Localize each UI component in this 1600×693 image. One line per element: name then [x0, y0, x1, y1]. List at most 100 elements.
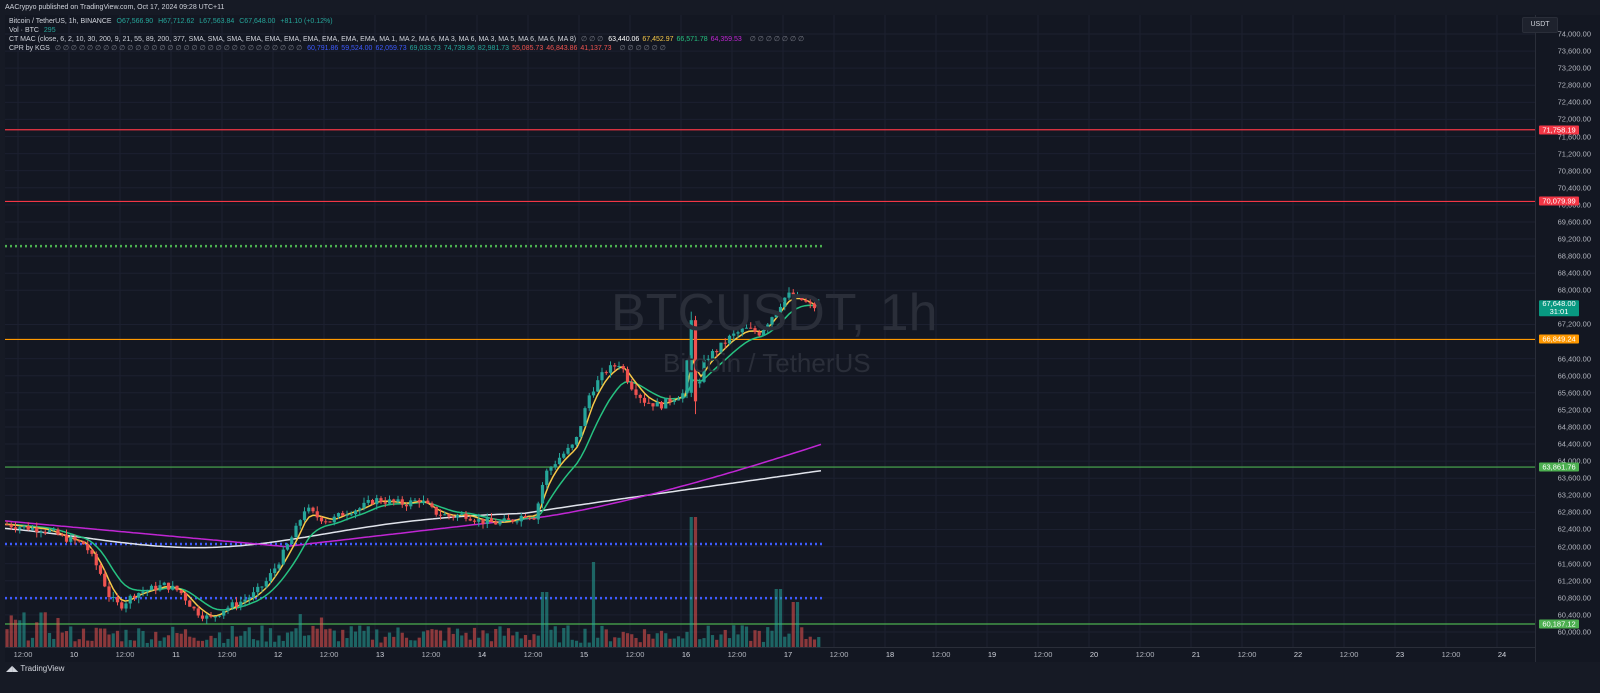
volume-bar — [264, 641, 268, 647]
candle-body — [179, 590, 183, 594]
volume-bar — [774, 589, 778, 647]
candle-body — [515, 521, 519, 523]
volume-bar — [171, 626, 175, 647]
candle-body — [812, 303, 817, 309]
price-tick: 68,800.00 — [1557, 251, 1591, 261]
cpr-legend[interactable]: CPR by KGS ∅ ∅ ∅ ∅ ∅ ∅ ∅ ∅ ∅ ∅ ∅ ∅ ∅ ∅ ∅… — [9, 44, 669, 53]
candle-body — [783, 297, 787, 307]
tradingview-icon: ◢◣ — [6, 664, 19, 673]
volume-bar — [502, 635, 506, 647]
ma-values: 63,440.06 67,452.97 66,571.78 64,359.53 — [608, 36, 745, 43]
volume-bar — [655, 633, 659, 647]
price-tick: 70,400.00 — [1557, 183, 1591, 193]
candle-body — [81, 541, 86, 545]
volume-bar — [685, 631, 689, 647]
candle-body — [52, 529, 56, 531]
volume-bar — [710, 635, 715, 647]
price-axis[interactable]: 74,000.00 73,600.00 73,200.00 72,800.00 72,4… — [1535, 15, 1600, 672]
volume-bar — [608, 641, 613, 647]
cpr-value-4: 74,739.86 — [443, 45, 475, 52]
price-chart[interactable] — [5, 15, 1535, 672]
volume-bar — [9, 615, 13, 647]
cpr-value-1: 59,524.00 — [341, 45, 373, 52]
candle-body — [26, 525, 30, 530]
volume-legend[interactable]: Vol · BTC 295 — [9, 26, 59, 35]
ohlc-low: L67,563.84 — [199, 18, 235, 25]
volume-label[interactable]: Vol · BTC — [9, 27, 39, 34]
volume-bar — [353, 631, 358, 647]
candle-body — [73, 536, 77, 541]
cpr-na-tail: ∅ ∅ ∅ ∅ ∅ ∅ — [619, 45, 666, 52]
cpr-value-5: 82,981.73 — [477, 45, 510, 52]
volume-bar — [519, 638, 523, 647]
candle-body — [379, 498, 383, 503]
volume-bar — [693, 517, 698, 647]
volume-bar — [676, 636, 681, 647]
candle-body — [86, 544, 90, 551]
volume-bar — [39, 612, 43, 647]
candle-body — [791, 292, 795, 297]
volume-bar — [107, 634, 111, 647]
volume-bar — [35, 622, 39, 647]
candle-body — [324, 521, 328, 523]
volume-bar — [315, 628, 319, 647]
candle-body — [625, 369, 630, 383]
time-tick-day: 21 — [1191, 650, 1201, 659]
cpr-indicator-label[interactable]: CPR by KGS — [9, 45, 50, 52]
ma-value-2: 66,571.78 — [676, 36, 708, 43]
ma-indicator-label[interactable]: CT MAC (close, 6, 2, 10, 30, 200, 9, 21,… — [9, 36, 577, 43]
tradingview-logo[interactable]: ◢◣ TradingView — [6, 664, 64, 673]
candle-body — [617, 366, 621, 368]
price-tick: 65,600.00 — [1557, 388, 1591, 398]
candle-body — [141, 591, 145, 593]
time-axis[interactable]: 12:00 10 12:00 11 12:00 12 12:00 13 12:00 14 12:00… — [5, 647, 1535, 662]
candle-body — [523, 515, 528, 518]
ma-legend[interactable]: CT MAC (close, 6, 2, 10, 30, 200, 9, 21,… — [9, 35, 807, 44]
candle-body — [192, 606, 196, 609]
candle-body — [642, 397, 647, 403]
price-tick: 60,800.00 — [1557, 593, 1591, 603]
candle-body — [205, 615, 209, 619]
price-tick: 72,000.00 — [1557, 114, 1591, 124]
candle-body — [273, 568, 277, 574]
volume-bar — [702, 638, 706, 647]
volume-bar — [260, 625, 264, 647]
candle-body — [647, 402, 651, 404]
volume-bar — [681, 638, 685, 647]
currency-button[interactable]: USDT — [1522, 17, 1558, 33]
candle-body — [370, 500, 375, 505]
candle-body — [587, 395, 591, 409]
volume-bar — [706, 625, 710, 647]
volume-bar — [149, 639, 154, 647]
volume-bar — [562, 628, 566, 647]
volume-bar — [617, 637, 621, 647]
candle-body — [817, 304, 821, 309]
candle-body — [655, 401, 659, 407]
candle-body — [39, 531, 43, 533]
volume-bar — [511, 635, 515, 647]
candle-body — [749, 327, 753, 329]
volume-bar — [557, 642, 562, 647]
volume-bar — [379, 642, 383, 647]
symbol-name[interactable]: Bitcoin / TetherUS, 1h, BINANCE — [9, 18, 112, 25]
volume-bar — [209, 635, 213, 647]
time-tick-day: 20 — [1089, 650, 1099, 659]
volume-bar — [336, 641, 341, 647]
volume-bar — [498, 626, 502, 647]
symbol-legend[interactable]: Bitcoin / TetherUS, 1h, BINANCE O67,566.… — [9, 17, 336, 26]
volume-bar — [430, 629, 434, 647]
candle-body — [35, 527, 39, 533]
volume-bar — [630, 634, 634, 647]
candle-body — [676, 398, 681, 401]
volume-bar — [489, 641, 494, 647]
candle-body — [290, 537, 294, 545]
candle-body — [22, 525, 26, 528]
candle-body — [111, 597, 115, 599]
candle-body — [94, 553, 98, 566]
volume-bar — [200, 640, 205, 647]
candle-body — [285, 544, 290, 550]
chart-area[interactable]: BTCUSDT, 1h Bitcoin / TetherUS — [5, 15, 1535, 672]
volume-bar — [56, 617, 60, 647]
volume-bar — [749, 640, 753, 647]
volume-bar — [409, 640, 413, 647]
